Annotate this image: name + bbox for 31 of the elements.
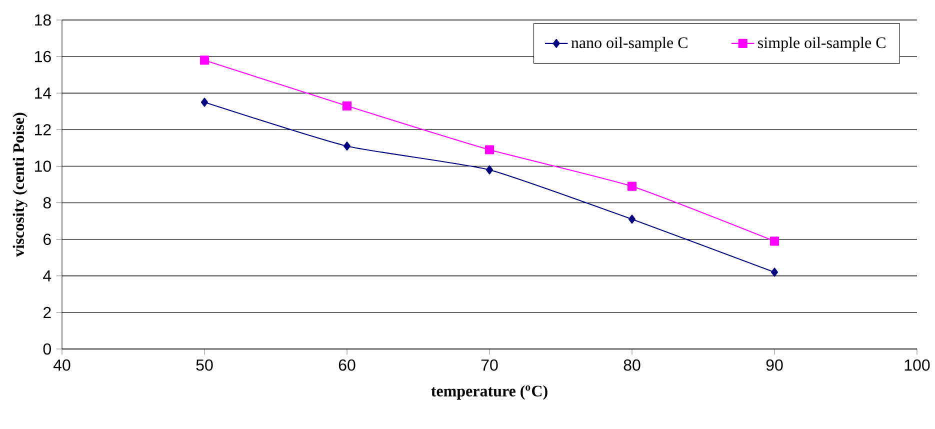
y-tick-label: 12: [35, 124, 51, 136]
point: [486, 165, 494, 174]
point: [484, 145, 494, 154]
x-tick-label: 90: [766, 359, 783, 371]
legend-label: simple oil-sample C: [758, 36, 886, 52]
point: [628, 214, 636, 224]
point: [770, 268, 778, 277]
y-tick-label: 4: [43, 270, 52, 282]
x-axis-title: temperature ($^{o}$C): [431, 385, 548, 400]
y-tick-label: 10: [35, 160, 51, 172]
y-tick-label: 6: [44, 234, 51, 245]
y-tick-label: 2: [43, 306, 51, 318]
x-tick-label: 60: [338, 359, 356, 371]
y-tick-label: 14: [35, 88, 52, 99]
x-tick-label: 80: [624, 359, 640, 371]
x-tick-label: 70: [481, 359, 498, 371]
y-axis-title: viscosity (centi Poise): [12, 112, 28, 257]
y-tick-label: 8: [43, 197, 51, 208]
x-tick-label: 40: [53, 359, 70, 371]
y-tick-label: 18: [35, 14, 51, 26]
point: [627, 182, 637, 191]
point: [200, 56, 210, 65]
point: [343, 142, 351, 151]
y-tick-label: 16: [35, 50, 51, 62]
legend-label: nano oil-sample C: [571, 36, 688, 52]
point: [770, 236, 780, 246]
point: [200, 98, 208, 107]
x-tick-label: 100: [904, 359, 930, 371]
point: [342, 101, 352, 110]
y-tick-label: 0: [43, 343, 51, 355]
x-tick-label: 50: [196, 359, 213, 371]
